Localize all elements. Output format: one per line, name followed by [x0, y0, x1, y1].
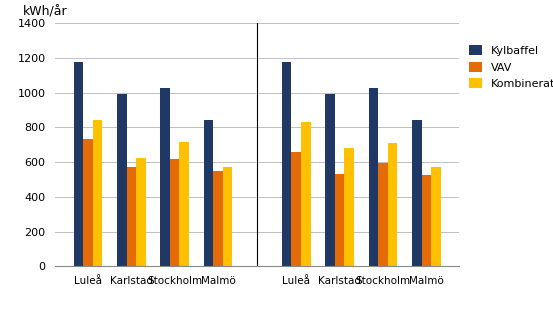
- Bar: [93, 120, 102, 266]
- Bar: [117, 94, 127, 266]
- Bar: [282, 62, 291, 266]
- Bar: [160, 88, 170, 266]
- Bar: [204, 120, 213, 266]
- Bar: [180, 142, 189, 266]
- Bar: [369, 88, 378, 266]
- Bar: [136, 158, 145, 266]
- Bar: [301, 122, 310, 266]
- Bar: [213, 171, 223, 266]
- Bar: [388, 143, 397, 266]
- Bar: [421, 175, 431, 266]
- Bar: [83, 139, 93, 266]
- Bar: [345, 148, 354, 266]
- Bar: [291, 152, 301, 266]
- Bar: [378, 163, 388, 266]
- Legend: Kylbaffel, VAV, Kombinerat: Kylbaffel, VAV, Kombinerat: [465, 41, 553, 93]
- Bar: [223, 166, 232, 266]
- Bar: [170, 159, 180, 266]
- Bar: [74, 62, 83, 266]
- Bar: [335, 173, 345, 266]
- Bar: [431, 166, 441, 266]
- Bar: [412, 120, 421, 266]
- Bar: [325, 94, 335, 266]
- Text: kWh/år: kWh/år: [23, 5, 67, 18]
- Bar: [127, 167, 136, 266]
